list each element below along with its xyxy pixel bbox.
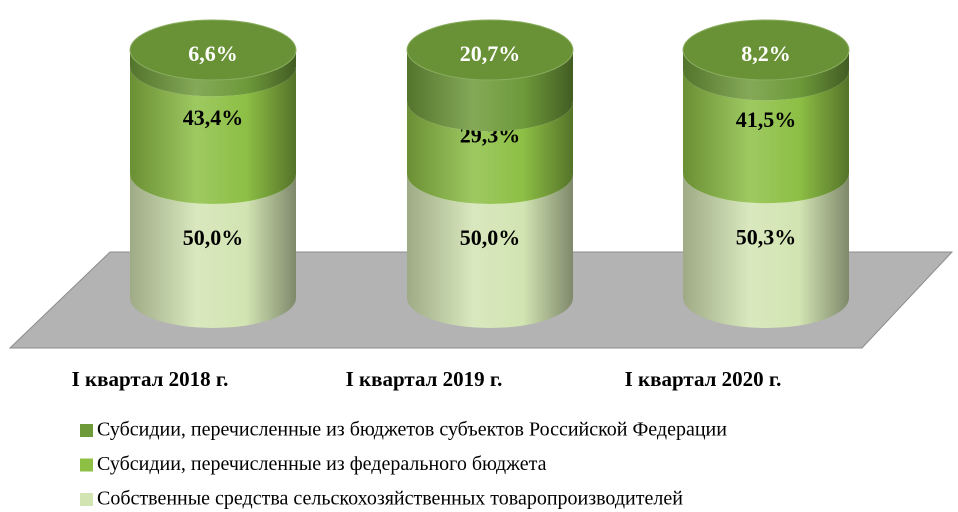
cylinder-segment — [407, 50, 573, 132]
legend-swatch — [80, 458, 93, 472]
cylinder-segment — [407, 101, 573, 204]
x-tick-label: I квартал 2018 г. — [72, 367, 229, 391]
x-tick-label: I квартал 2020 г. — [625, 367, 782, 391]
legend-swatch — [80, 424, 93, 437]
value-label: 50,0% — [460, 225, 521, 250]
value-label: 20,7% — [460, 41, 521, 66]
cylinder-segment — [130, 66, 296, 204]
cylinder-segment — [683, 173, 849, 328]
cylinder-top — [406, 19, 574, 81]
value-label: 41,5% — [736, 107, 797, 132]
cylinder-segment — [683, 50, 849, 101]
cylinder-segment — [130, 50, 296, 97]
cylinder-segment — [683, 70, 849, 204]
value-label: 8,2% — [741, 41, 791, 66]
cylinder-top — [682, 19, 850, 81]
cylinder-segment — [130, 174, 296, 328]
cylinder-top — [129, 19, 297, 81]
value-label: 6,6% — [188, 41, 238, 66]
value-label: 43,4% — [183, 105, 244, 130]
value-label: 50,0% — [183, 225, 244, 250]
legend-swatch — [80, 493, 93, 506]
legend-label: Собственные средства сельскохозяйственны… — [97, 488, 683, 510]
legend-label: Субсидии, перечисленные из бюджетов субъ… — [97, 419, 727, 441]
legend-label: Субсидии, перечисленные из федерального … — [97, 453, 547, 475]
cylinder-segment — [407, 174, 573, 328]
value-label: 50,3% — [736, 225, 797, 250]
x-tick-label: I квартал 2019 г. — [346, 367, 503, 391]
